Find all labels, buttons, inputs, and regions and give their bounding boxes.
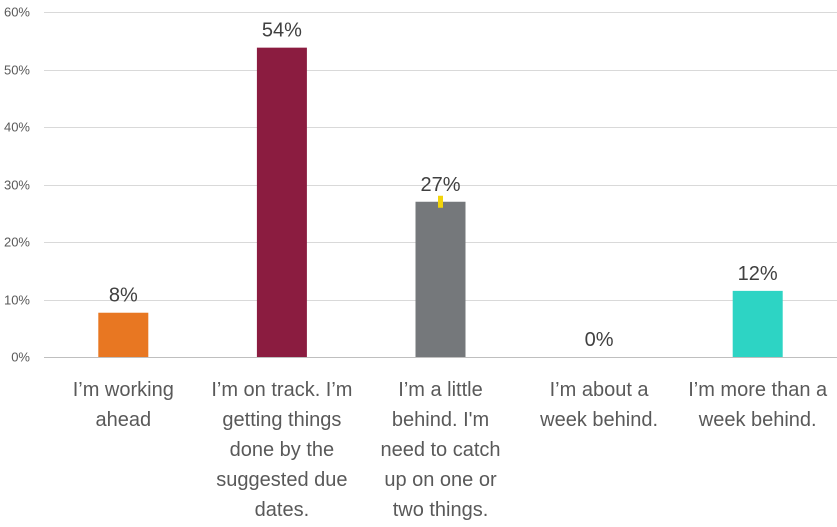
category-label-line: week behind.	[539, 409, 658, 431]
y-tick-label: 20%	[4, 235, 30, 250]
category-label-line: done by the	[230, 439, 335, 461]
bars	[98, 47, 783, 358]
y-tick-label: 30%	[4, 178, 30, 193]
category-label: I’m working ahead	[73, 379, 174, 431]
category-label-line: dates.	[255, 499, 309, 521]
category-label-line: I’m about a	[550, 379, 650, 401]
bar	[415, 201, 466, 357]
y-axis-ticks: 0% 10% 20% 30% 40% 50% 60%	[4, 5, 30, 365]
category-label-line: suggested due	[216, 469, 347, 491]
category-label-line: week behind.	[698, 409, 817, 431]
bar	[98, 312, 149, 357]
y-tick-label: 40%	[4, 120, 30, 135]
data-label: 0%	[585, 329, 614, 351]
bar	[256, 47, 307, 358]
category-label: I’m a little behind. I'm need to catch up o…	[380, 379, 500, 521]
data-label: 54%	[262, 20, 302, 42]
category-label-line: I’m a little	[398, 379, 482, 401]
category-label: I’m on track. I’m getting things done by t…	[211, 379, 352, 521]
error-marker	[438, 195, 443, 208]
category-label: I’m more than a week behind.	[688, 379, 828, 431]
data-labels: 8% 54% 27% 0% 12%	[109, 20, 778, 351]
bar	[732, 290, 783, 357]
category-label-line: getting things	[222, 409, 341, 431]
y-tick-label: 60%	[4, 5, 30, 20]
category-label-line: I’m on track. I’m	[211, 379, 352, 401]
data-label: 8%	[109, 285, 138, 307]
category-label-line: I’m working	[73, 379, 174, 401]
y-tick-label: 10%	[4, 293, 30, 308]
y-tick-label: 0%	[11, 350, 30, 365]
y-tick-label: 50%	[4, 63, 30, 78]
category-label-line: I’m more than a	[688, 379, 828, 401]
data-label: 12%	[738, 263, 778, 285]
category-labels: I’m working ahead I’m on track. I’m getting…	[73, 379, 828, 521]
category-label-line: ahead	[95, 409, 151, 431]
data-label: 27%	[420, 174, 460, 196]
category-label: I’m about a week behind.	[539, 379, 658, 431]
category-label-line: two things.	[393, 499, 489, 521]
category-label-line: behind. I'm	[392, 409, 489, 431]
category-label-line: up on one or	[384, 469, 497, 491]
category-label-line: need to catch	[380, 439, 500, 461]
